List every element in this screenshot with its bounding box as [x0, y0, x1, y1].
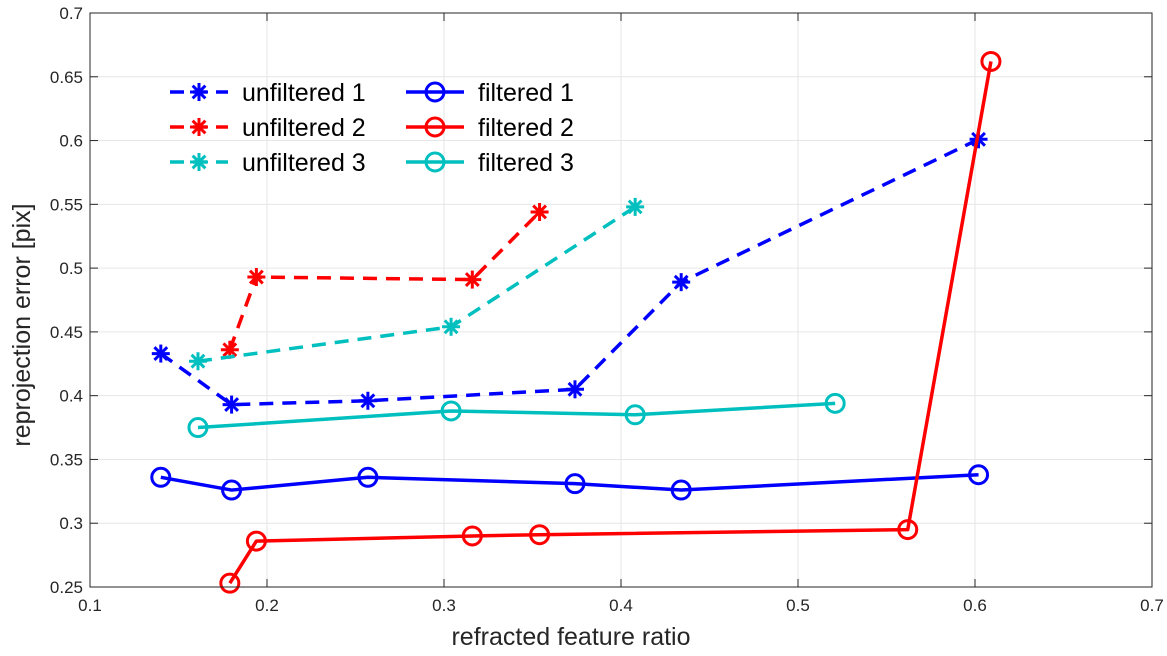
data-point: [529, 524, 551, 546]
x-tick-label: 0.1: [78, 596, 102, 615]
x-tick-label: 0.6: [963, 596, 987, 615]
series-filtered-2: [219, 50, 1002, 594]
y-tick-label: 0.4: [59, 387, 83, 406]
data-point: [247, 268, 266, 287]
axis-ticks: 0.1 0.2 0.3 0.4 0.5 0.6 0.7 0.25 0.3 0.35 0.4 0.45 0…: [50, 4, 1164, 615]
data-point: [463, 270, 482, 289]
data-point: [187, 417, 209, 439]
series-unfiltered-3: [188, 197, 645, 371]
legend-item-unfiltered-3: unfiltered 3: [170, 149, 366, 177]
y-axis-label: reprojection error [pix]: [8, 203, 36, 446]
legend-marker: [190, 83, 208, 101]
x-tick-label: 0.7: [1140, 596, 1164, 615]
x-tick-label: 0.3: [432, 596, 456, 615]
data-point: [151, 344, 170, 363]
y-tick-label: 0.3: [59, 514, 83, 533]
data-point: [245, 530, 267, 552]
data-point: [670, 479, 692, 501]
data-point: [150, 466, 172, 488]
legend-item-unfiltered-2: unfiltered 2: [170, 114, 366, 142]
data-point: [624, 404, 646, 426]
legend-label: filtered 1: [478, 79, 574, 107]
legend-marker: [424, 151, 446, 173]
legend-marker: [190, 118, 208, 136]
y-tick-label: 0.7: [59, 4, 83, 23]
legend-item-unfiltered-1: unfiltered 1: [170, 79, 366, 107]
legend-label: filtered 3: [478, 149, 574, 177]
x-axis-label: refracted feature ratio: [451, 623, 690, 651]
data-point: [461, 525, 483, 547]
data-point: [968, 464, 990, 486]
data-point: [358, 391, 377, 410]
data-point: [440, 400, 462, 422]
series-line-unfiltered-3: [197, 205, 637, 363]
data-point: [564, 473, 586, 495]
data-point: [897, 519, 919, 541]
data-point: [565, 380, 584, 399]
x-tick-label: 0.4: [609, 596, 633, 615]
data-point: [357, 466, 379, 488]
y-tick-label: 0.45: [50, 323, 83, 342]
series-filtered-1: [150, 464, 990, 501]
y-tick-label: 0.6: [59, 132, 83, 151]
y-tick-label: 0.5: [59, 259, 83, 278]
legend-marker: [424, 116, 446, 138]
y-tick-label: 0.65: [50, 68, 83, 87]
plot-series: [150, 50, 1002, 594]
data-point: [530, 202, 549, 221]
series-filtered-3: [187, 392, 846, 439]
series-line-unfiltered-1: [159, 137, 980, 407]
x-tick-label: 0.5: [786, 596, 810, 615]
data-point: [626, 197, 645, 216]
legend-label: filtered 2: [478, 114, 574, 142]
y-tick-label: 0.55: [50, 195, 83, 214]
legend-marker: [190, 153, 208, 171]
data-point: [188, 352, 207, 371]
legend: unfiltered 1 unfiltered 2 unfiltered 3 filt…: [170, 79, 574, 177]
data-point: [672, 273, 691, 292]
data-point: [219, 572, 241, 594]
series-unfiltered-2: [220, 202, 549, 359]
legend-label: unfiltered 2: [242, 114, 366, 142]
x-tick-label: 0.2: [255, 596, 279, 615]
data-point: [222, 395, 241, 414]
series-line-unfiltered-2: [228, 210, 541, 351]
legend-item-filtered-3: filtered 3: [406, 149, 574, 177]
legend-item-filtered-1: filtered 1: [406, 79, 574, 107]
y-tick-label: 0.25: [50, 578, 83, 597]
data-point: [824, 392, 846, 414]
y-tick-label: 0.35: [50, 450, 83, 469]
data-point: [221, 479, 243, 501]
data-point: [442, 317, 461, 336]
series-line-filtered-1: [160, 473, 979, 492]
legend-label: unfiltered 1: [242, 79, 366, 107]
data-point: [980, 50, 1002, 72]
legend-label: unfiltered 3: [242, 149, 366, 177]
legend-marker: [424, 81, 446, 103]
legend-item-filtered-2: filtered 2: [406, 114, 574, 142]
series-line-filtered-3: [197, 401, 836, 430]
